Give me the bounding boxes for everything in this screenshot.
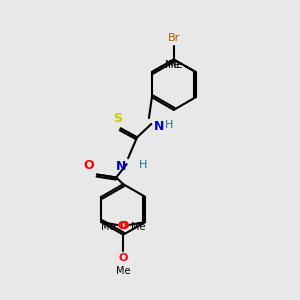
- Text: O: O: [118, 253, 128, 263]
- Text: Me: Me: [165, 59, 180, 70]
- Text: N: N: [116, 160, 127, 173]
- Text: S: S: [113, 112, 122, 125]
- Text: Me: Me: [168, 59, 182, 70]
- Text: O: O: [83, 159, 94, 172]
- Text: O: O: [118, 220, 127, 231]
- Text: Me: Me: [131, 221, 146, 232]
- Text: H: H: [139, 160, 147, 170]
- Text: Me: Me: [116, 266, 130, 276]
- Text: H: H: [165, 119, 174, 130]
- Text: Br: Br: [168, 33, 180, 43]
- Text: O: O: [119, 220, 129, 231]
- Text: N: N: [153, 119, 164, 133]
- Text: Me: Me: [101, 221, 116, 232]
